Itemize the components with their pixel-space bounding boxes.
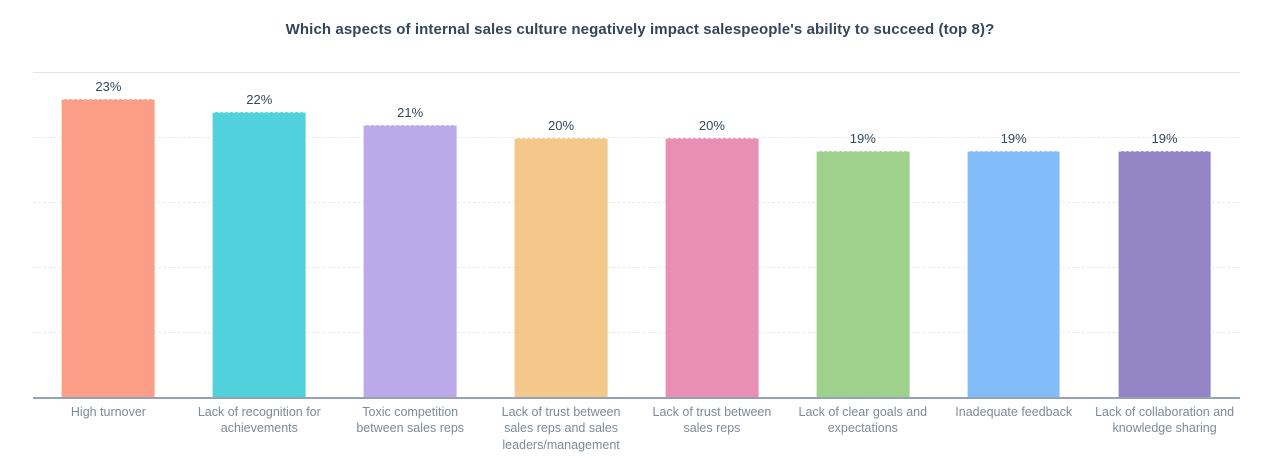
category-label: Lack of collaboration and knowledge shar… [1095,405,1235,436]
bar-7[interactable] [967,151,1061,398]
bar-value-label: 19% [849,131,876,146]
x-axis-labels: High turnover Lack of recognition for ach… [33,404,1240,453]
gridline-10 [33,267,1240,268]
plot-area: 23% 22% 21% 20% 20% 19% 19% 19% [33,72,1240,399]
bar-slot: 20% [637,73,788,398]
bar-slot: 20% [486,73,637,398]
bar-8[interactable] [1118,151,1211,398]
gridline-25 [33,72,1240,73]
bar-slot: 19% [787,73,938,398]
category-label: Inadequate feedback [955,405,1073,419]
gridline-20 [33,137,1240,138]
bars-container: 23% 22% 21% 20% 20% 19% 19% 19% [33,73,1240,398]
category-label: Lack of recognition for achievements [197,405,321,436]
bar-value-label: 21% [397,105,424,120]
bar-1[interactable] [62,99,155,398]
gridline-15 [33,202,1240,203]
bar-6[interactable] [816,151,910,398]
bar-2[interactable] [212,112,306,398]
x-axis-line [33,397,1240,399]
bar-value-label: 20% [548,118,575,133]
bar-slot: 19% [938,73,1089,398]
category-label: Lack of trust between sales reps and sal… [501,405,621,452]
bar-slot: 19% [1089,73,1240,398]
gridline-5 [33,332,1240,333]
bar-value-label: 20% [698,118,725,133]
chart-title: Which aspects of internal sales culture … [285,21,995,38]
bar-value-label: 23% [95,79,122,94]
bar-value-label: 19% [1151,131,1178,146]
bar-slot: 22% [184,73,335,398]
bar-value-label: 19% [1000,131,1027,146]
bar-5[interactable] [665,138,759,398]
bar-3[interactable] [363,125,457,398]
category-label: High turnover [70,405,146,419]
category-label: Lack of trust between sales reps [652,405,772,436]
bar-slot: 23% [33,73,184,398]
category-label: Toxic competition between sales reps [356,405,465,436]
bar-slot: 21% [335,73,486,398]
bar-4[interactable] [514,138,608,398]
category-label: Lack of clear goals and expectations [798,405,928,436]
bar-value-label: 22% [246,92,273,107]
